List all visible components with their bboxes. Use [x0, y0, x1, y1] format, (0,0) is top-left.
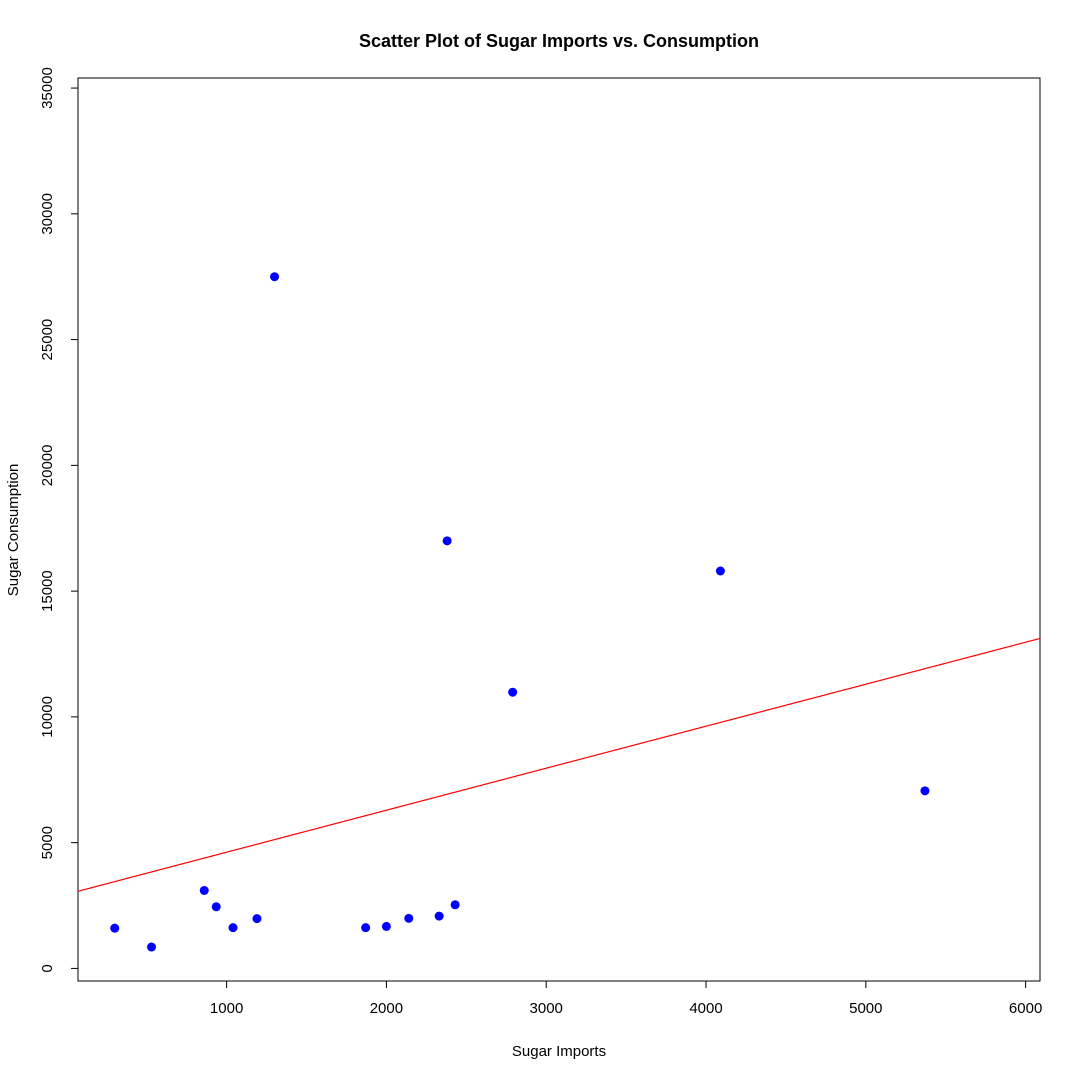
points-layer	[110, 272, 930, 952]
data-point	[270, 272, 280, 282]
data-point	[508, 687, 518, 697]
y-tick-label: 30000	[39, 193, 56, 235]
y-axis: 0 5000 10000 15000 20000 25000 30000 35000	[39, 67, 78, 973]
data-point	[252, 914, 262, 924]
data-point	[381, 921, 391, 931]
y-tick-label: 35000	[39, 67, 56, 109]
plot-frame	[77, 77, 1041, 982]
y-axis-label: Sugar Consumption	[5, 464, 22, 597]
chart-title: Scatter Plot of Sugar Imports vs. Consum…	[359, 31, 759, 51]
x-axis: 1000 2000 3000 4000 5000 6000	[210, 981, 1042, 1017]
y-tick-label: 5000	[39, 826, 56, 859]
y-tick-label: 20000	[39, 444, 56, 486]
data-point	[442, 536, 452, 546]
data-point	[450, 900, 460, 910]
data-point	[147, 942, 157, 952]
y-tick-label: 15000	[39, 570, 56, 612]
x-tick-label: 4000	[689, 1000, 722, 1017]
regression-line	[77, 637, 1041, 892]
data-point	[434, 911, 444, 921]
data-point	[228, 923, 238, 933]
data-point	[211, 902, 221, 912]
x-tick-label: 6000	[1009, 1000, 1042, 1017]
x-tick-label: 2000	[370, 1000, 403, 1017]
data-point	[110, 923, 120, 933]
data-point	[199, 885, 209, 895]
fit-line-layer	[77, 637, 1041, 892]
y-tick-label: 0	[39, 964, 56, 972]
x-tick-label: 3000	[530, 1000, 563, 1017]
data-point	[361, 923, 371, 933]
data-point	[715, 566, 725, 576]
data-point	[920, 786, 930, 796]
x-axis-label: Sugar Imports	[512, 1043, 606, 1060]
x-tick-label: 1000	[210, 1000, 243, 1017]
data-point	[404, 913, 414, 923]
x-tick-label: 5000	[849, 1000, 882, 1017]
y-tick-label: 10000	[39, 696, 56, 738]
y-tick-label: 25000	[39, 319, 56, 361]
